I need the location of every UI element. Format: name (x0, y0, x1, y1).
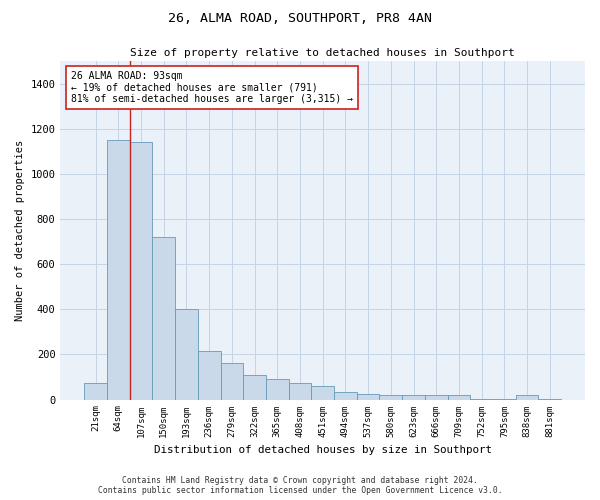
Bar (289, 382, 311, 400)
Bar (470, 399, 493, 400)
Bar (425, 396, 448, 400)
Title: Size of property relative to detached houses in Southport: Size of property relative to detached ho… (130, 48, 515, 58)
Bar (130, 142, 152, 400)
Bar (311, 386, 334, 400)
Bar (448, 396, 470, 400)
Bar (198, 351, 221, 400)
Bar (152, 237, 175, 400)
Bar (357, 394, 379, 400)
Y-axis label: Number of detached properties: Number of detached properties (15, 140, 25, 321)
Bar (107, 140, 130, 400)
Text: Contains HM Land Registry data © Crown copyright and database right 2024.
Contai: Contains HM Land Registry data © Crown c… (98, 476, 502, 495)
Text: 26 ALMA ROAD: 93sqm
← 19% of detached houses are smaller (791)
81% of semi-detac: 26 ALMA ROAD: 93sqm ← 19% of detached ho… (71, 71, 353, 104)
Bar (334, 392, 357, 400)
Bar (516, 396, 538, 400)
Bar (266, 379, 289, 400)
Bar (379, 395, 402, 400)
X-axis label: Distribution of detached houses by size in Southport: Distribution of detached houses by size … (154, 445, 492, 455)
Bar (493, 399, 516, 400)
Bar (538, 399, 561, 400)
Bar (243, 374, 266, 400)
Text: 26, ALMA ROAD, SOUTHPORT, PR8 4AN: 26, ALMA ROAD, SOUTHPORT, PR8 4AN (168, 12, 432, 26)
Bar (84, 382, 107, 400)
Bar (402, 395, 425, 400)
Bar (221, 364, 243, 400)
Bar (175, 310, 198, 400)
